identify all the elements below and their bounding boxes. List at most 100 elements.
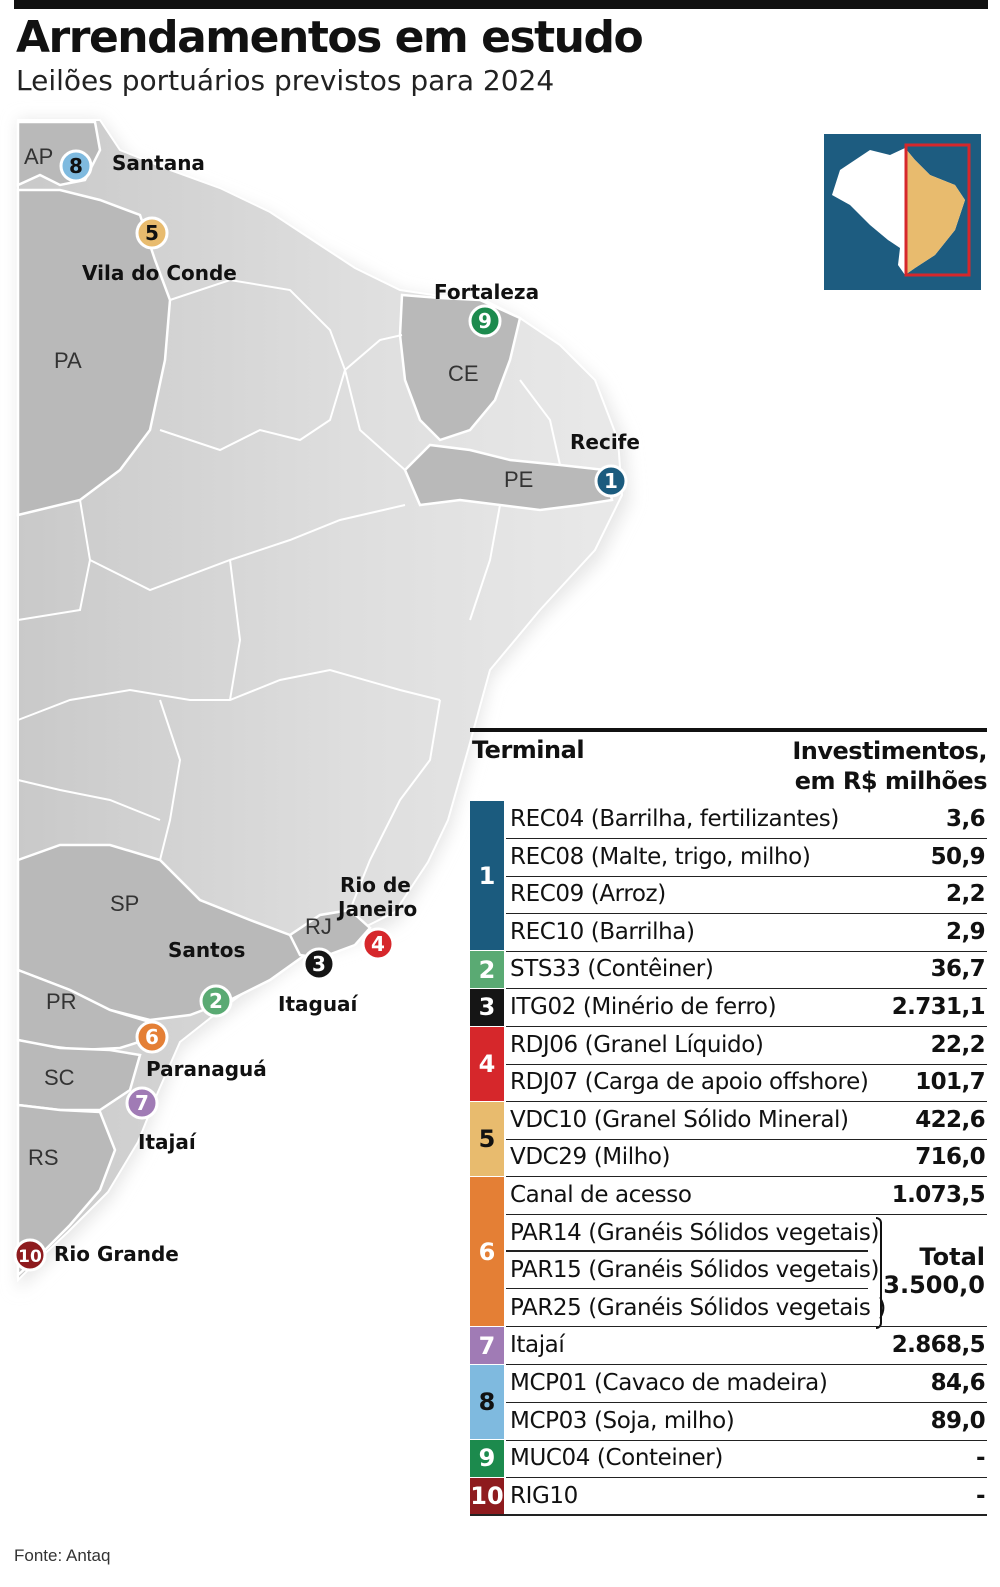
port-markers: 8 5 9 1 4 3 2 6 7 10 [13, 149, 628, 1272]
row-value: 2,9 [946, 918, 986, 945]
state-label-pr: PR [46, 989, 77, 1014]
state-label-rj: RJ [305, 914, 332, 939]
row-code: ITG02 [510, 994, 576, 1020]
row-code: VDC29 [510, 1144, 587, 1171]
group-badge-4: 4 [470, 1026, 504, 1101]
state-pe [403, 443, 614, 512]
table-row: RDJ07 (Carga de apoio offshore) 101,7 [506, 1064, 987, 1103]
row-description: (Milho) [586, 1144, 671, 1171]
group-total-label: Total [919, 1243, 985, 1271]
group-badge-2: 2 [470, 951, 504, 988]
table-bottom-rule [470, 1514, 987, 1517]
row-code: Canal de acesso [510, 1182, 692, 1208]
table-row: REC08 (Malte, trigo, milho) 50,9 [506, 839, 987, 877]
row-terminal: RDJ07 (Carga de apoio offshore) [510, 1069, 869, 1095]
svg-text:10: 10 [18, 1247, 42, 1267]
port-name-rio-grande: Rio Grande [54, 1242, 179, 1266]
row-description: (Soja, milho) [587, 1407, 735, 1434]
port-labels: Santana Vila do Conde Fortaleza Recife R… [54, 151, 640, 1266]
row-terminal: VDC10 (Granel Sólido Mineral) [510, 1107, 849, 1133]
row-terminal: STS33 (Contêiner) [510, 956, 714, 983]
table-row: MCP03 (Soja, milho) 89,0 [506, 1403, 987, 1441]
row-terminal: REC09 (Arroz) [510, 881, 666, 907]
row-code: REC10 [510, 918, 584, 945]
group-badge-1: 1 [470, 801, 504, 951]
group-total-value: 3.500,0 [883, 1271, 985, 1299]
port-name-rio-de-janeiro-1: Rio de [340, 873, 411, 897]
header-investment-line1: Investimentos, [792, 737, 987, 765]
table-row: Itajaí 2.868,5 [506, 1327, 987, 1366]
row-code: Itajaí [510, 1332, 565, 1359]
total-brace [876, 1216, 882, 1330]
port-marker-3: 3 [302, 947, 336, 981]
row-description: (Granel Líquido) [577, 1031, 764, 1058]
header-investment-line2: em R$ milhões [794, 767, 988, 795]
row-code: STS33 [510, 956, 581, 983]
svg-text:2: 2 [209, 989, 223, 1013]
table-row: STS33 (Contêiner) 36,7 [506, 951, 987, 990]
row-value: - [976, 1445, 986, 1472]
row-terminal: PAR15 (Granéis Sólidos vegetais) [510, 1257, 879, 1283]
table-row: REC09 (Arroz) 2,2 [506, 876, 987, 915]
port-marker-10: 10 [13, 1238, 47, 1272]
port-name-fortaleza: Fortaleza [434, 280, 539, 304]
page-title: Arrendamentos em estudo [16, 12, 644, 63]
row-value: 84,6 [930, 1370, 986, 1396]
locator-inset [824, 134, 981, 290]
header-terminal: Terminal [472, 736, 585, 764]
row-value: 36,7 [930, 956, 986, 983]
row-code: MCP01 [510, 1370, 588, 1396]
row-description: (Granéis Sólidos vegetais ) [581, 1294, 886, 1321]
table-row: PAR14 (Granéis Sólidos vegetais) [506, 1215, 879, 1252]
row-terminal: VDC29 (Milho) [510, 1144, 671, 1171]
row-description: (Minério de ferro) [575, 994, 777, 1020]
table-row: PAR25 (Granéis Sólidos vegetais ) [506, 1290, 987, 1327]
row-value: 101,7 [915, 1069, 985, 1096]
port-marker-5: 5 [135, 216, 169, 250]
row-value: 3,6 [946, 806, 986, 832]
row-value: 422,6 [915, 1106, 985, 1133]
row-terminal: Itajaí [510, 1332, 565, 1359]
svg-text:8: 8 [69, 154, 83, 178]
svg-text:6: 6 [145, 1025, 159, 1049]
row-description: (Barrilha) [583, 918, 695, 945]
top-rule [14, 0, 988, 9]
group-badge-10: 10 [470, 1477, 504, 1515]
row-value: 2,2 [946, 881, 986, 908]
port-marker-4: 4 [361, 927, 395, 961]
row-code: RDJ06 [510, 1031, 578, 1058]
port-name-rio-de-janeiro-2: Janeiro [336, 897, 417, 921]
port-marker-2: 2 [199, 984, 233, 1018]
row-description: (Cavaco de madeira) [587, 1370, 828, 1396]
row-terminal: PAR14 (Granéis Sólidos vegetais) [510, 1220, 879, 1246]
state-label-ap: AP [24, 144, 53, 169]
svg-text:4: 4 [371, 932, 385, 956]
table-row: MCP01 (Cavaco de madeira) 84,6 [506, 1365, 987, 1403]
svg-text:3: 3 [312, 952, 326, 976]
table-row: MUC04 (Conteiner) - [506, 1440, 987, 1479]
row-terminal: MCP03 (Soja, milho) [510, 1407, 735, 1434]
row-code: RIG10 [510, 1482, 578, 1509]
row-description: (Malte, trigo, milho) [583, 843, 811, 870]
state-label-ce: CE [448, 361, 479, 386]
row-value: 2.868,5 [891, 1332, 986, 1359]
row-value: - [976, 1482, 986, 1509]
row-description: (Conteiner) [590, 1445, 723, 1472]
row-description: (Contêiner) [580, 956, 714, 983]
row-value: 716,0 [915, 1144, 985, 1171]
port-marker-6: 6 [135, 1020, 169, 1054]
svg-text:9: 9 [478, 309, 492, 333]
row-code: PAR25 [510, 1294, 582, 1321]
port-marker-9: 9 [468, 304, 502, 338]
group-badge-9: 9 [470, 1440, 504, 1477]
state-pa [16, 188, 172, 517]
row-terminal: RDJ06 (Granel Líquido) [510, 1031, 764, 1058]
port-name-itaguai: Itaguaí [278, 992, 359, 1016]
port-marker-7: 7 [125, 1086, 159, 1120]
row-code: REC08 [510, 843, 584, 870]
row-code: MUC04 [510, 1445, 591, 1472]
row-description: (Barrilha, fertilizantes) [583, 806, 840, 832]
row-code: PAR15 [510, 1257, 582, 1284]
state-label-pa: PA [54, 348, 82, 373]
